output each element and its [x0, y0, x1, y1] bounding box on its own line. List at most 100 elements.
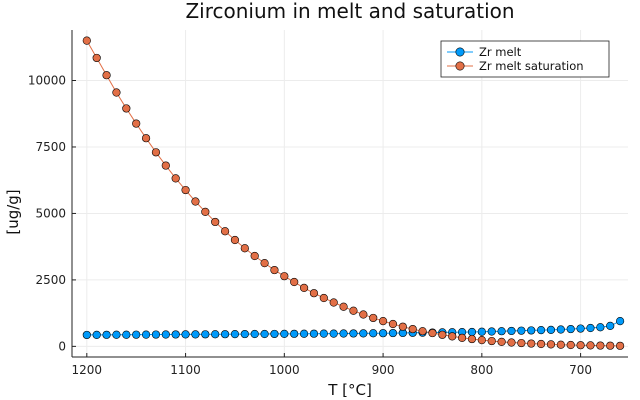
data-point	[546, 340, 556, 349]
x-tick-label: 700	[569, 363, 592, 377]
data-point	[250, 251, 259, 261]
data-point	[536, 339, 546, 349]
chart-title: Zirconium in melt and saturation	[185, 0, 514, 23]
data-point	[299, 329, 309, 338]
data-point	[467, 327, 477, 337]
data-point	[82, 36, 91, 45]
data-point	[576, 324, 585, 333]
data-point	[250, 329, 259, 339]
data-point	[112, 330, 121, 339]
data-point	[339, 329, 348, 338]
data-point	[191, 197, 200, 206]
data-point	[477, 327, 486, 336]
data-point	[566, 324, 575, 334]
data-point	[418, 327, 427, 336]
data-point	[507, 326, 516, 336]
x-axis-label: T [°C]	[327, 381, 372, 399]
data-point	[606, 321, 615, 330]
data-point	[240, 244, 249, 253]
data-point	[151, 148, 161, 157]
data-point	[290, 277, 299, 287]
legend-label: Zr melt	[479, 45, 522, 59]
data-point	[517, 338, 526, 348]
data-point	[339, 302, 348, 311]
data-point	[220, 227, 230, 236]
data-point	[82, 330, 91, 340]
data-point	[270, 265, 279, 275]
data-point	[102, 330, 111, 339]
y-tick-label: 7500	[35, 140, 66, 154]
data-point	[349, 306, 358, 315]
gridlines	[72, 30, 628, 357]
data-point	[438, 330, 447, 339]
data-point	[477, 336, 486, 345]
data-point	[240, 329, 249, 339]
series-zr-melt-saturation	[82, 36, 625, 350]
data-point	[497, 327, 506, 336]
data-point	[220, 330, 230, 339]
data-point	[497, 337, 506, 346]
legend-swatch-marker	[455, 61, 465, 71]
data-point	[448, 332, 457, 341]
data-point	[329, 329, 338, 338]
data-point	[566, 340, 575, 350]
data-point	[596, 341, 605, 350]
data-point	[270, 329, 279, 339]
data-point	[171, 330, 180, 339]
data-point	[151, 330, 161, 339]
data-point	[141, 330, 151, 339]
data-point	[388, 319, 398, 329]
data-point	[398, 322, 407, 331]
data-point	[546, 325, 556, 334]
data-point	[359, 310, 368, 319]
data-point	[615, 317, 625, 326]
y-tick-label: 0	[58, 339, 66, 353]
legend-swatch-marker	[455, 47, 465, 57]
data-point	[428, 328, 437, 338]
data-point	[122, 330, 131, 339]
data-point	[102, 71, 111, 80]
data-point	[487, 327, 496, 336]
data-point	[586, 341, 595, 350]
data-point	[122, 104, 131, 113]
x-tick-label: 800	[470, 363, 493, 377]
data-point	[201, 330, 210, 339]
axes: 1200 1100 1000 900 800 700 0 2500 5000 7500 10000	[28, 30, 628, 377]
data-point	[141, 134, 151, 143]
data-point	[378, 317, 388, 326]
data-point	[92, 53, 101, 63]
data-point	[290, 329, 299, 338]
data-point	[457, 333, 467, 342]
data-point	[92, 330, 101, 339]
data-point	[260, 329, 269, 339]
data-point	[132, 119, 141, 128]
legend-box	[440, 40, 610, 78]
data-point	[536, 326, 546, 335]
x-tick-label: 1200	[72, 363, 103, 377]
y-axis-label: [ug/g]	[4, 189, 22, 234]
x-tick-label: 1100	[170, 363, 201, 377]
y-tick-label: 5000	[35, 206, 66, 220]
data-point	[359, 329, 368, 338]
legend-item: Zr melt	[447, 45, 522, 59]
data-point	[378, 329, 388, 338]
series-layer	[82, 36, 625, 350]
data-point	[132, 330, 141, 339]
data-point	[211, 217, 220, 227]
data-point	[319, 293, 328, 303]
data-point	[369, 329, 378, 338]
data-point	[319, 329, 328, 338]
data-point	[408, 324, 417, 334]
data-point	[596, 323, 605, 332]
data-point	[615, 341, 625, 350]
data-point	[606, 341, 615, 350]
data-point	[280, 272, 289, 281]
data-point	[299, 283, 309, 292]
x-tick-label: 1000	[269, 363, 300, 377]
data-point	[527, 339, 536, 348]
data-point	[161, 161, 170, 170]
data-point	[230, 235, 240, 245]
data-point	[161, 330, 170, 339]
data-point	[507, 338, 516, 347]
